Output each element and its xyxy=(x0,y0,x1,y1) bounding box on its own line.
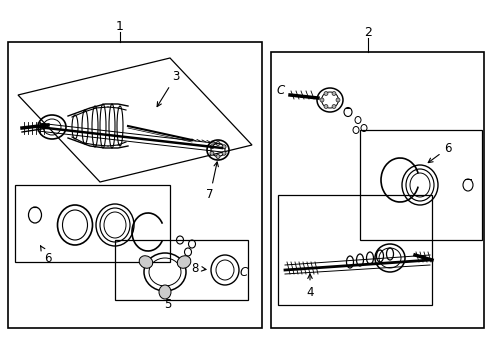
Text: 1: 1 xyxy=(116,19,123,32)
Circle shape xyxy=(216,141,220,145)
Circle shape xyxy=(331,104,335,108)
Circle shape xyxy=(335,98,339,102)
Circle shape xyxy=(209,145,214,149)
Ellipse shape xyxy=(177,256,190,268)
Circle shape xyxy=(324,104,327,108)
Circle shape xyxy=(222,151,225,155)
Text: C: C xyxy=(240,266,247,279)
Circle shape xyxy=(216,154,220,158)
Text: 6: 6 xyxy=(427,141,451,163)
Circle shape xyxy=(324,91,327,95)
Ellipse shape xyxy=(159,285,171,299)
Text: 6: 6 xyxy=(41,246,52,265)
Circle shape xyxy=(331,91,335,95)
Text: 8: 8 xyxy=(191,261,205,274)
Text: 4: 4 xyxy=(305,274,313,298)
Ellipse shape xyxy=(139,256,152,268)
Text: 5: 5 xyxy=(164,298,171,311)
Circle shape xyxy=(209,151,214,155)
Text: 2: 2 xyxy=(364,26,371,39)
Text: C: C xyxy=(276,84,285,96)
Circle shape xyxy=(319,98,324,102)
Text: 7: 7 xyxy=(206,162,218,202)
Circle shape xyxy=(222,145,225,149)
Text: 3: 3 xyxy=(157,69,179,107)
